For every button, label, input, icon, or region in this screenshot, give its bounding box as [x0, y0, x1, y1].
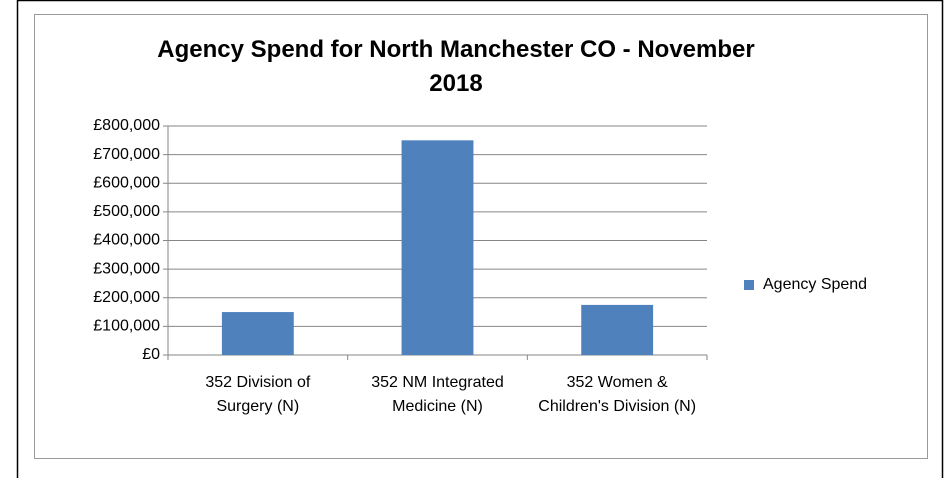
- y-tick-label: £200,000: [93, 289, 160, 306]
- chart-title: Agency Spend for North Manchester CO - N…: [157, 36, 754, 97]
- y-tick-label: £0: [142, 346, 160, 363]
- bar: [221, 312, 294, 355]
- x-tick-label: 352 Women & Children's Division (N): [538, 374, 696, 415]
- y-tick-label: £800,000: [93, 117, 160, 134]
- y-tick-label: £700,000: [93, 146, 160, 163]
- y-tick-label: £400,000: [93, 232, 160, 249]
- x-tick-label: 352 Division of Surgery (N): [205, 374, 311, 415]
- chart-frame: [34, 14, 928, 459]
- bar: [581, 304, 654, 355]
- bar: [401, 140, 474, 355]
- legend-swatch: [744, 280, 754, 290]
- x-tick-label: 352 NM Integrated Medicine (N): [371, 374, 504, 415]
- y-tick-label: £300,000: [93, 260, 160, 277]
- y-tick-label: £100,000: [93, 318, 160, 335]
- y-tick-label: £600,000: [93, 174, 160, 191]
- y-tick-label: £500,000: [93, 203, 160, 220]
- outer-frame: [16, 0, 944, 478]
- legend-label: Agency Spend: [763, 276, 867, 293]
